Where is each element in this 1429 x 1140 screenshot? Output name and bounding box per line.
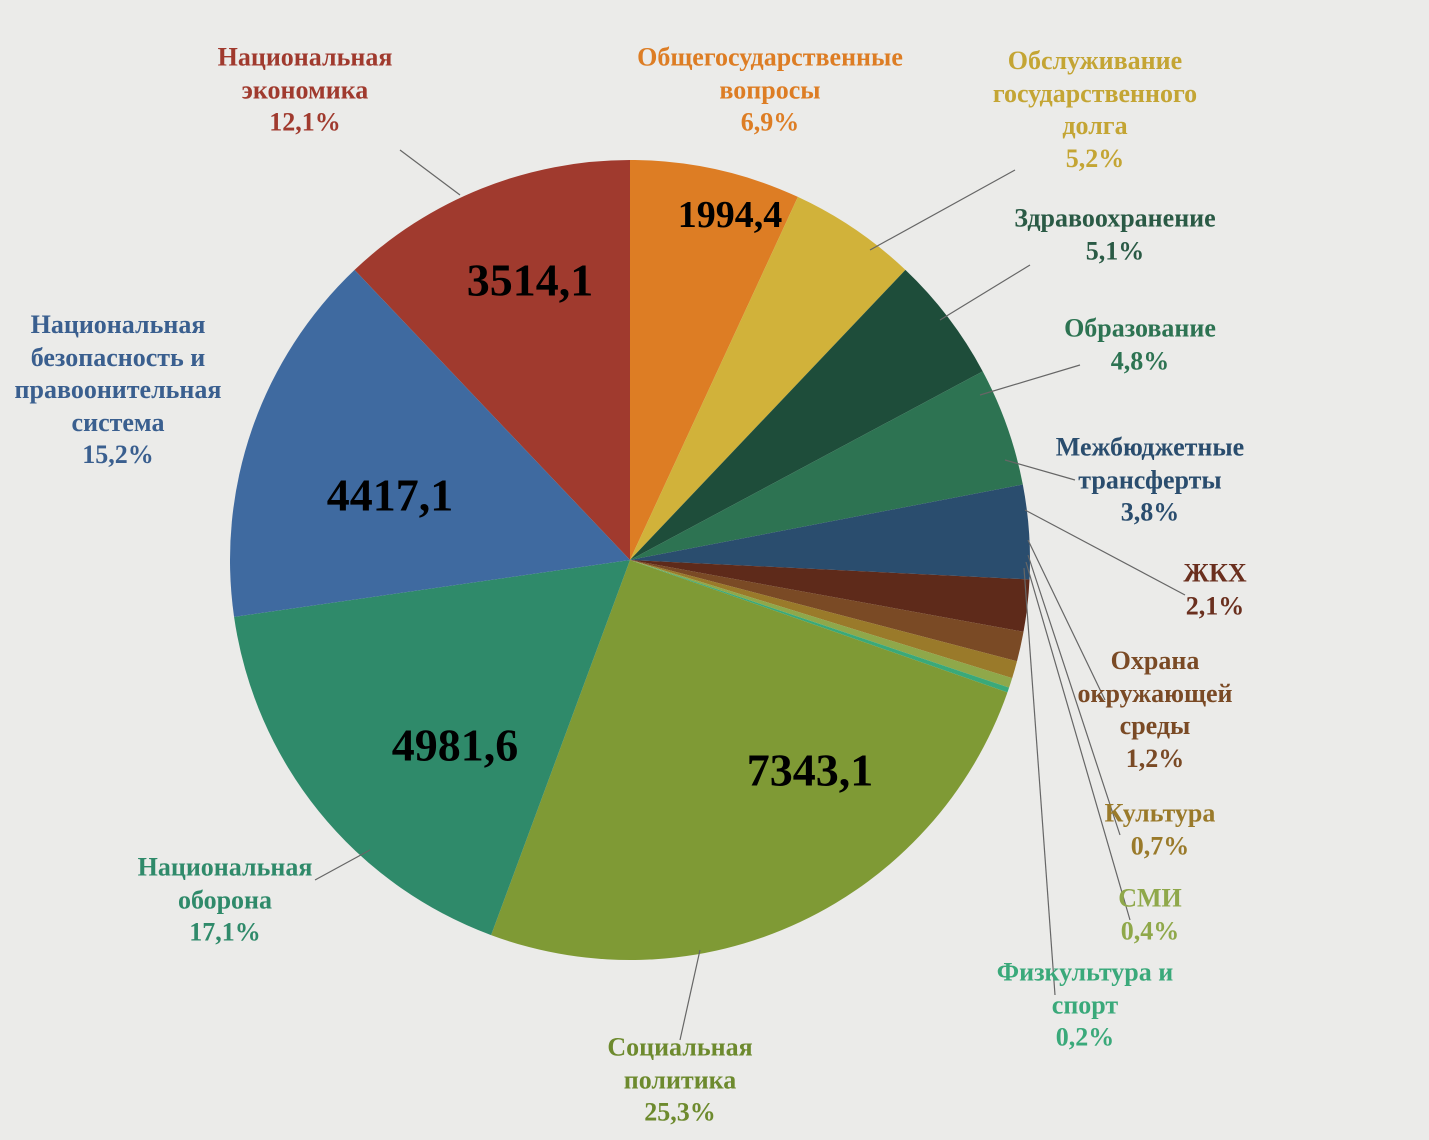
leader-line-defense: [315, 850, 370, 880]
leader-line-debt-service: [870, 170, 1015, 250]
leader-line-culture: [1028, 555, 1120, 835]
leader-line-education: [980, 365, 1080, 395]
leader-line-environment: [1028, 540, 1105, 700]
chart-container: 3514,11994,47343,14981,64417,1Национальн…: [0, 0, 1429, 1140]
leader-line-national-economy: [400, 150, 460, 195]
leader-line-housing: [1025, 510, 1185, 595]
leader-line-health: [940, 265, 1030, 320]
leader-line-media: [1026, 562, 1130, 920]
leader-line-social: [680, 950, 700, 1040]
pie-chart-svg: [0, 0, 1429, 1140]
leader-line-sport: [1024, 568, 1055, 995]
